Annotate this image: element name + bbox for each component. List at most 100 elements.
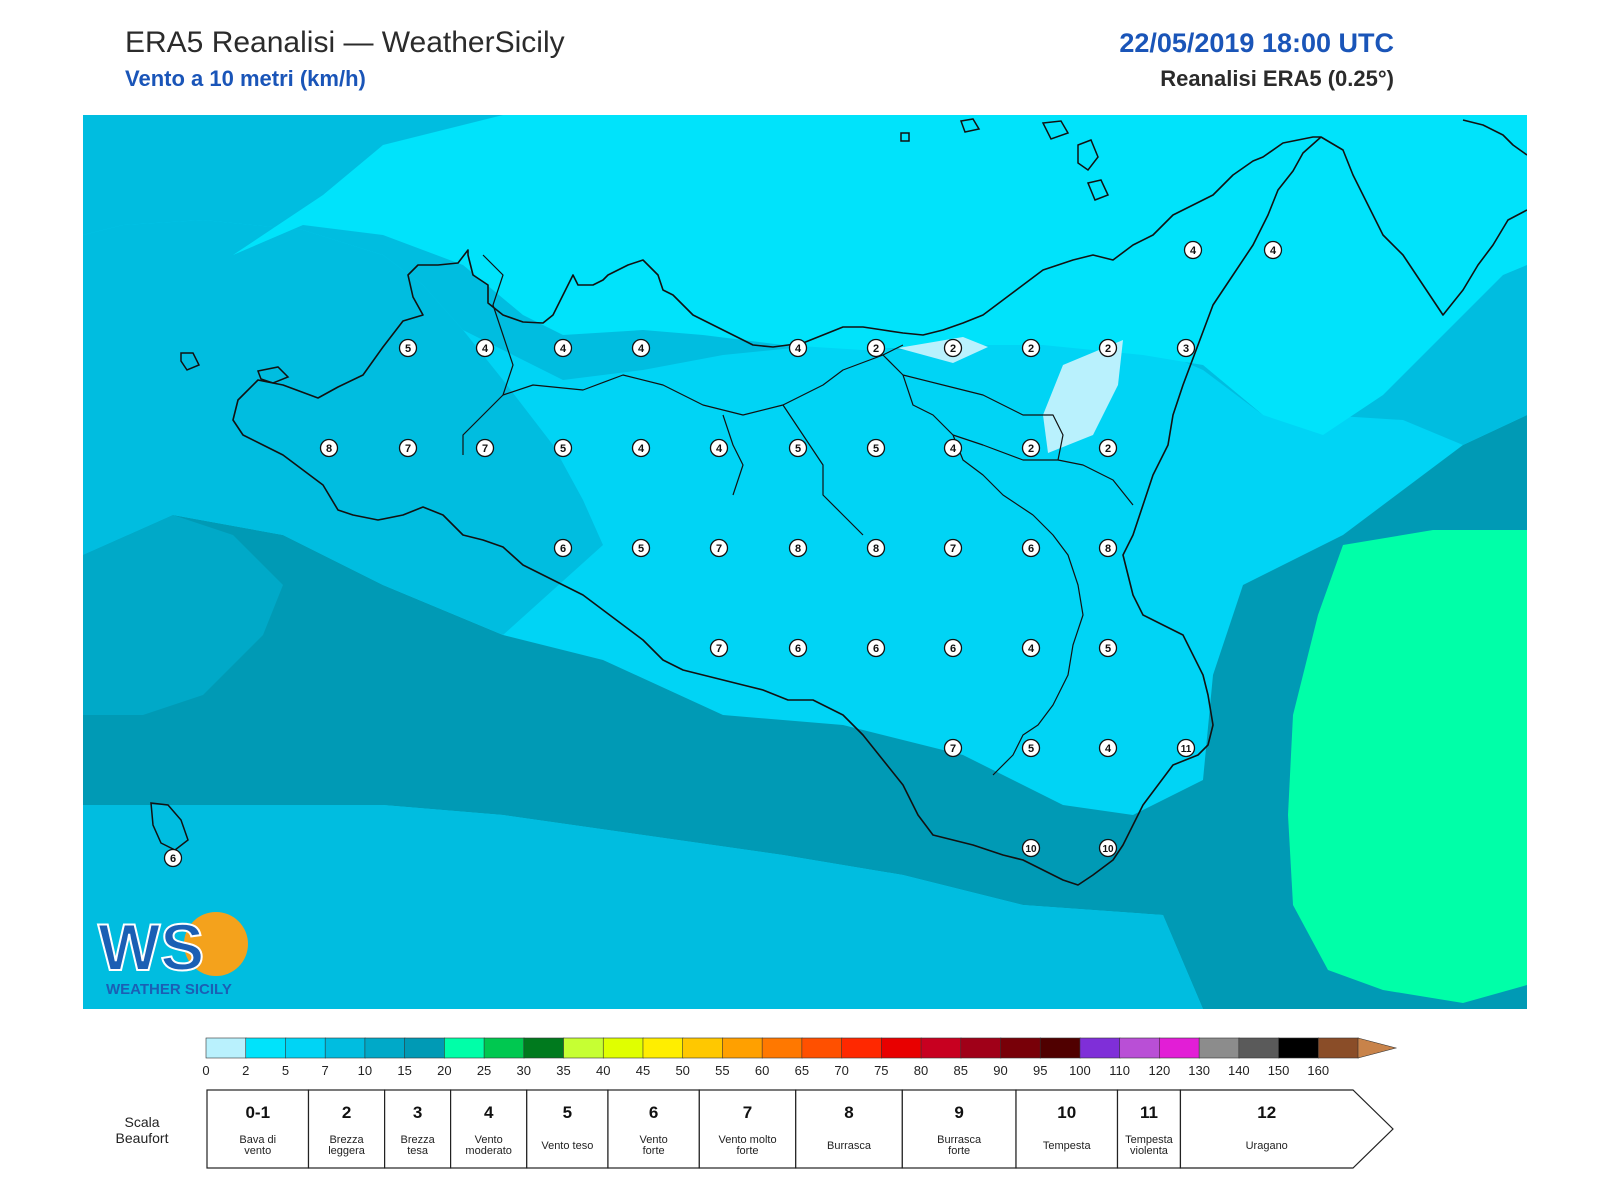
beaufort-name: Brezza bbox=[400, 1134, 435, 1146]
wind-station-marker: 3 bbox=[1176, 338, 1196, 358]
wind-station-marker: 5 bbox=[631, 538, 651, 558]
calm-zone-north-1 bbox=[898, 337, 988, 363]
wind-station-value: 8 bbox=[1105, 543, 1111, 555]
colorbar-tick-label: 65 bbox=[795, 1063, 809, 1078]
wind-station-value: 4 bbox=[1270, 245, 1277, 257]
wind-station-marker: 6 bbox=[1021, 538, 1041, 558]
colorbar-segment bbox=[841, 1037, 883, 1059]
wind-stations-layer: 4 4 5 4 4 4 4 2 2 2 2 3 8 7 7 5 4 4 5 5 4 2 2 6 5 7 8 8 7 6 8 7 6 6 6 4 5 7 5 4… bbox=[163, 240, 1283, 868]
beaufort-box bbox=[698, 1089, 797, 1169]
beaufort-name: Vento bbox=[640, 1134, 668, 1146]
wind-station-circle bbox=[709, 438, 729, 458]
wind-station-value: 6 bbox=[873, 643, 879, 655]
wind-station-value: 8 bbox=[795, 543, 801, 555]
colorbar-tick-label: 2 bbox=[242, 1063, 249, 1078]
beaufort-number: 9 bbox=[954, 1103, 963, 1122]
wind-station-circle bbox=[1021, 438, 1041, 458]
wind-map: 4 4 5 4 4 4 4 2 2 2 2 3 8 7 7 5 4 4 5 5 4 2 2 6 5 7 8 8 7 6 8 7 6 6 6 4 5 7 5 4… bbox=[83, 115, 1527, 1009]
sicily-coastline bbox=[232, 136, 1322, 886]
beaufort-name: Vento teso bbox=[541, 1140, 593, 1152]
colorbar-tick-label: 160 bbox=[1307, 1063, 1329, 1078]
wind-station-circle bbox=[1098, 338, 1118, 358]
wind-station-marker: 7 bbox=[943, 538, 963, 558]
beaufort-box bbox=[307, 1089, 386, 1169]
wind-station-marker: 6 bbox=[163, 848, 183, 868]
wind-station-value: 5 bbox=[795, 443, 801, 455]
wind-station-circle bbox=[1021, 838, 1041, 858]
colorbar-tick-label: 10 bbox=[358, 1063, 372, 1078]
land-high-wind-zone bbox=[233, 115, 1527, 435]
wind-station-circle bbox=[1021, 538, 1041, 558]
wind-station-value: 4 bbox=[1190, 245, 1197, 257]
wind-station-marker: 4 bbox=[1183, 240, 1203, 260]
island-lipari bbox=[1077, 139, 1099, 172]
wind-station-value: 7 bbox=[405, 443, 411, 455]
beaufort-name: Tempesta bbox=[1125, 1134, 1174, 1146]
wind-station-value: 11 bbox=[1181, 744, 1192, 755]
calabria-coastline bbox=[1320, 136, 1527, 316]
colorbar-tick-label: 25 bbox=[477, 1063, 491, 1078]
wind-station-circle bbox=[398, 338, 418, 358]
wind-station-circle bbox=[1098, 738, 1118, 758]
wind-station-circle bbox=[398, 438, 418, 458]
colorbar-segment bbox=[205, 1037, 247, 1059]
wind-station-marker: 4 bbox=[943, 438, 963, 458]
weather-sicily-logo: WS WEATHER SICILY bbox=[97, 909, 248, 998]
beaufort-name-line2: vento bbox=[244, 1145, 271, 1157]
colorbar-tick-label: 150 bbox=[1268, 1063, 1290, 1078]
beaufort-name-line2: moderato bbox=[465, 1145, 511, 1157]
wind-station-circle bbox=[1021, 738, 1041, 758]
colorbar-segment bbox=[1198, 1037, 1240, 1059]
colorbar-tick-label: 130 bbox=[1188, 1063, 1210, 1078]
wind-station-value: 6 bbox=[795, 643, 801, 655]
wind-station-value: 2 bbox=[1105, 343, 1111, 355]
islands bbox=[150, 118, 1110, 851]
beaufort-number: 11 bbox=[1140, 1103, 1158, 1122]
beaufort-name-line2: forte bbox=[643, 1145, 665, 1157]
colorbar-tick-label: 40 bbox=[596, 1063, 610, 1078]
wind-station-marker: 4 bbox=[1098, 738, 1118, 758]
wind-station-marker: 2 bbox=[1098, 338, 1118, 358]
wind-speed-colorbar bbox=[205, 1037, 1398, 1059]
beaufort-name: Uragano bbox=[1246, 1140, 1288, 1152]
colorbar-segment bbox=[1238, 1037, 1280, 1059]
wind-station-marker: 2 bbox=[1021, 338, 1041, 358]
colorbar-tick-label: 70 bbox=[834, 1063, 848, 1078]
colorbar-tick-label: 15 bbox=[397, 1063, 411, 1078]
wind-station-marker: 5 bbox=[866, 438, 886, 458]
wind-station-value: 5 bbox=[873, 443, 879, 455]
calabria-coastline-north bbox=[1462, 119, 1527, 156]
map-title: ERA5 Reanalisi — WeatherSicily bbox=[125, 26, 565, 59]
wind-station-marker: 5 bbox=[788, 438, 808, 458]
wind-station-circle bbox=[1176, 338, 1196, 358]
colorbar-segment bbox=[1079, 1037, 1121, 1059]
wind-station-value: 8 bbox=[873, 543, 879, 555]
wind-station-marker: 7 bbox=[709, 638, 729, 658]
island-ustica bbox=[180, 352, 201, 371]
wind-station-circle bbox=[1098, 838, 1118, 858]
wind-station-value: 2 bbox=[1105, 443, 1111, 455]
logo-letters: WS bbox=[98, 910, 204, 984]
wind-station-value: 3 bbox=[1183, 343, 1189, 355]
wind-station-value: 4 bbox=[638, 343, 645, 355]
wind-station-value: 6 bbox=[170, 853, 176, 865]
colorbar-segment bbox=[722, 1037, 763, 1059]
colorbar-tick-label: 110 bbox=[1109, 1063, 1130, 1078]
colorbar-segment bbox=[523, 1037, 565, 1059]
wind-station-marker: 6 bbox=[943, 638, 963, 658]
wind-station-marker: 2 bbox=[943, 338, 963, 358]
colorbar-tick-label: 95 bbox=[1033, 1063, 1047, 1078]
colorbar-tick-label: 60 bbox=[755, 1063, 769, 1078]
island-salina bbox=[1041, 120, 1070, 140]
map-datetime: 22/05/2019 18:00 UTC bbox=[1119, 28, 1394, 58]
wind-station-value: 2 bbox=[1028, 443, 1034, 455]
island-alicudi bbox=[900, 132, 910, 142]
province-boundaries bbox=[462, 254, 1134, 776]
beaufort-label-line1: Scala bbox=[124, 1114, 159, 1130]
beaufort-number: 8 bbox=[844, 1103, 853, 1122]
beaufort-name-line2: forte bbox=[948, 1145, 970, 1157]
colorbar-tick-labels: 0 2 5 7 10 15 20 25 30 35 40 45 50 55 60 65 70 75 80 85 90 95… bbox=[202, 1063, 1329, 1078]
beaufort-class: 5 Vento teso bbox=[526, 1089, 609, 1169]
wind-station-circle bbox=[709, 638, 729, 658]
